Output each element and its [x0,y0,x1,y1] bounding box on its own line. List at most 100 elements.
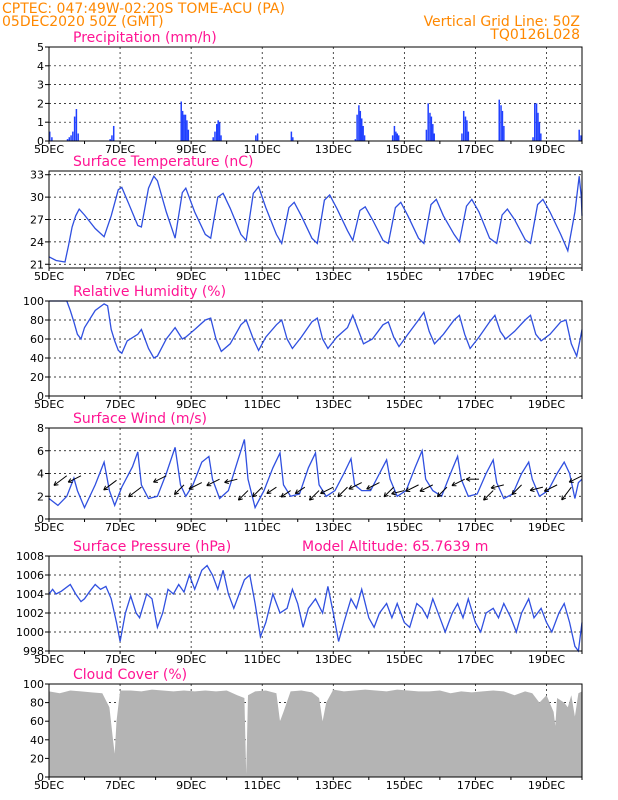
model-id: TQ0126L028 [489,27,580,43]
temp-line [48,174,583,263]
cloud-y-tick: 20 [30,752,44,765]
rh-x-tick: 11DEC [244,398,281,411]
precip-bar [535,103,538,141]
precip-bar [358,105,360,141]
wind-y-tick: 2 [37,490,44,503]
precip-bar [362,125,364,141]
wind-vector [294,486,306,495]
cloud-area [49,689,582,777]
precip-x-tick: 9DEC [176,143,206,156]
temp-x-tick: 11DEC [244,270,281,283]
wind-x-tick: 15DEC [386,521,423,534]
rh-y-tick: 0 [37,390,44,403]
wind-vector [436,486,448,498]
wind-y-tick: 6 [37,445,44,458]
pres-y-tick: 1006 [16,569,44,582]
wind-vector [128,486,142,498]
wind-vector [206,478,220,487]
rh-x-tick: 15DEC [386,398,423,411]
precip-bar [354,139,357,141]
rh-x-tick: 9DEC [176,398,206,411]
precip-bar [498,99,500,141]
wind-vector [320,486,334,495]
wind-vector [337,486,348,498]
precip-bar [68,137,71,141]
wind-vector [188,482,203,490]
pres-panel: Surface Pressure (hPa) Model Altitude: 65… [16,539,583,666]
precip-bar [396,133,399,141]
precip-bar [462,110,465,141]
precip-bar [66,139,69,141]
precip-bar [77,133,79,141]
temp-title: Surface Temperature (nC) [73,154,254,170]
precip-x-tick: 17DEC [457,143,494,156]
pres-y-tick: 1008 [16,550,44,563]
precip-bar [425,129,428,141]
precip-bar [51,137,53,141]
rh-frame [48,300,583,397]
precip-bar [216,124,218,141]
wind-line [48,439,583,510]
wind-vector [419,484,433,492]
precip-bar [256,133,259,141]
precip-bar [397,135,400,141]
rh-y-tick: 60 [30,333,44,346]
grid-line-note: Vertical Grid Line: 50Z [424,14,580,30]
precip-x-tick: 5DEC [34,143,64,156]
cloud-x-tick: 11DEC [244,779,281,792]
precip-frame [48,46,583,142]
precip-bar [75,109,78,141]
rh-y-tick: 100 [23,295,44,308]
wind-vector [266,486,277,495]
precip-y-tick: 1 [37,116,44,129]
wind-vector [53,475,68,486]
temp-y-tick: 30 [30,191,44,204]
pres-x-tick: 7DEC [105,653,135,666]
temp-x-tick: 5DEC [34,270,64,283]
precip-bar [430,116,433,141]
precip-bar [184,114,187,141]
cloud-y-tick: 100 [23,678,44,691]
wind-vector [237,490,249,501]
pres-x-tick: 5DEC [34,653,64,666]
run-date-header: 05DEC2020 50Z (GMT) [2,14,164,30]
cloud-y-tick: 80 [30,697,44,710]
precip-x-tick: 7DEC [105,143,135,156]
precip-bar [538,122,541,141]
wind-vector [252,486,263,498]
temp-y-tick: 33 [30,169,44,182]
rh-x-tick: 5DEC [34,398,64,411]
pres-y-tick: 998 [23,645,44,658]
pres-annotation: Model Altitude: 65.7639 m [302,539,488,555]
precip-bar [580,135,582,141]
temp-x-tick: 19DEC [528,270,565,283]
precip-bar [218,122,221,141]
precip-bar [391,135,394,141]
cloud-x-tick: 19DEC [528,779,565,792]
wind-vector [405,484,419,492]
precip-bar [70,135,72,141]
precip-bar [393,125,396,141]
temp-y-tick: 21 [30,258,44,271]
precip-bar [220,135,222,141]
wind-vector [511,484,522,495]
wind-x-tick: 5DEC [34,521,64,534]
precip-bar [183,114,185,141]
precip-bar [537,112,539,141]
wind-vector [348,482,362,490]
wind-vector [173,484,185,495]
rh-x-tick: 19DEC [528,398,565,411]
wind-y-tick: 0 [37,513,44,526]
precip-bar [360,118,363,141]
wind-vector [153,475,167,483]
wind-x-tick: 11DEC [244,521,281,534]
precip-y-tick: 3 [37,79,44,92]
cloud-x-tick: 7DEC [105,779,135,792]
precip-title: Precipitation (mm/h) [73,30,217,46]
wind-vector [483,490,494,501]
pres-y-tick: 1000 [16,626,44,639]
temp-x-tick: 15DEC [386,270,423,283]
pres-line [48,564,583,653]
wind-y-tick: 4 [37,468,44,481]
precip-bar [534,103,536,141]
